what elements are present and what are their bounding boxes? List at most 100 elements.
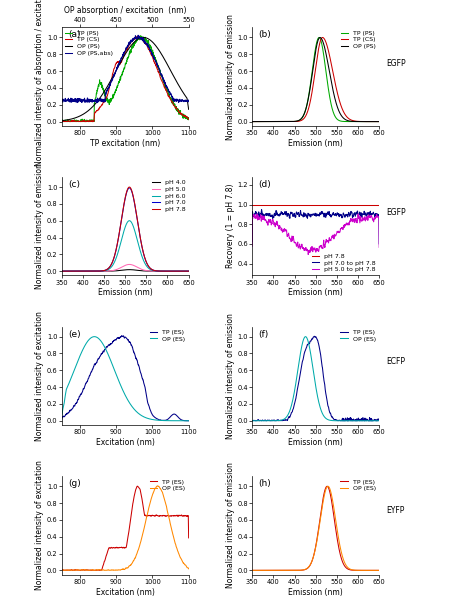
pH 4.0 [119,266,125,274]
pH 5.0 to pH 7.8 [311,246,317,253]
OP (ES) [90,566,96,573]
Text: (e): (e) [68,330,81,339]
OP (PS,abs) [135,32,141,39]
pH 5.0 to pH 7.8 [310,247,316,254]
TP (CS) [59,117,64,125]
TP (PS) [325,83,331,90]
OP (ES) [249,567,255,574]
pH 4.0 [127,266,132,274]
OP (PS) [310,63,316,71]
TP (ES) [354,417,359,424]
Line: TP (ES): TP (ES) [62,486,189,570]
OP (PS,abs) [59,97,64,105]
Text: (a): (a) [68,30,81,40]
Line: OP (ES): OP (ES) [62,486,189,570]
TP (CS) [374,118,379,125]
Y-axis label: Recovery (1 = pH 7.8): Recovery (1 = pH 7.8) [226,184,235,268]
X-axis label: Emission (nm): Emission (nm) [98,288,153,297]
TP (PS) [95,85,100,92]
TP (ES) [310,556,315,563]
pH 7.8 [135,217,140,224]
Y-axis label: Normalized intensity of emission: Normalized intensity of emission [35,163,44,289]
TP (ES) [143,511,148,519]
OP (ES) [303,333,309,340]
Y-axis label: Normalized intensity of emission: Normalized intensity of emission [226,13,235,139]
TP (PS) [90,118,96,125]
OP (ES) [376,567,382,574]
Text: (b): (b) [258,30,271,40]
OP (PS) [95,98,100,105]
Text: EYFP: EYFP [386,506,405,515]
OP (ES) [60,567,65,574]
pH 5.0 to pH 7.8 [326,238,331,246]
OP (PS,abs) [94,99,100,106]
OP (PS) [59,117,64,125]
pH 7.8 [325,201,331,208]
pH 7.8 [186,268,191,275]
OP (PS) [249,118,255,125]
pH 5.0 [127,261,132,268]
pH 6.0 [128,218,134,225]
OP (PS) [141,34,146,41]
OP (ES) [325,416,331,423]
OP (ES) [310,364,316,371]
TP (ES) [374,567,379,574]
pH 5.0 to pH 7.8 [374,211,380,218]
OP (ES) [95,566,100,573]
OP (PS,abs) [143,39,148,46]
Text: (f): (f) [258,330,269,339]
OP (ES) [310,554,316,561]
TP (ES) [325,402,331,410]
TP (CS) [90,118,96,125]
pH 6.0 [120,232,126,239]
pH 5.0 to pH 7.8 [354,219,360,226]
TP (ES) [249,417,255,424]
Text: (c): (c) [68,180,80,189]
OP (ES) [95,334,100,341]
pH 5.0 [128,261,134,268]
pH 7.0 [120,209,126,216]
pH 5.0 [120,263,126,270]
OP (ES) [325,483,331,490]
Line: pH 5.0 to pH 7.8: pH 5.0 to pH 7.8 [252,214,379,255]
pH 5.0 [183,268,189,275]
OP (PS) [158,49,164,57]
OP (PS,abs) [99,96,105,103]
OP (PS) [90,103,96,110]
pH 4.0 [163,268,169,275]
pH 7.8 [310,201,315,208]
Line: OP (PS): OP (PS) [62,38,189,121]
pH 4.0 [135,267,140,274]
OP (PS) [186,106,191,113]
TP (PS) [173,105,179,112]
TP (CS) [173,105,179,112]
pH 5.0 [135,264,140,271]
Legend: pH 4.0, pH 5.0, pH 6.0, pH 7.0, pH 7.8: pH 4.0, pH 5.0, pH 6.0, pH 7.0, pH 7.8 [153,180,185,212]
TP (CS) [310,86,315,93]
pH 7.8 [374,201,379,208]
pH 5.0 [119,263,125,271]
pH 6.0 [127,217,132,224]
TP (PS) [376,118,382,125]
TP (PS) [316,34,322,41]
TP (CS) [319,34,325,41]
TP (CS) [310,81,316,88]
OP (PS,abs) [186,97,191,104]
pH 5.0 to pH 7.8 [249,243,255,250]
OP (ES) [354,417,359,424]
TP (PS) [310,65,315,72]
pH 7.8 [318,201,324,208]
OP (ES) [173,544,179,551]
Text: (h): (h) [258,479,271,488]
Y-axis label: Normalized intensity of emission: Normalized intensity of emission [226,463,235,589]
OP (PS) [310,69,315,76]
Line: TP (ES): TP (ES) [252,486,379,570]
OP (ES) [318,512,324,519]
pH 6.0 [119,235,125,242]
Line: pH 7.8: pH 7.8 [62,187,189,271]
TP (PS) [354,118,359,125]
OP (ES) [158,486,164,493]
TP (ES) [310,333,316,340]
pH 7.8 [310,201,316,208]
OP (ES) [59,567,64,574]
